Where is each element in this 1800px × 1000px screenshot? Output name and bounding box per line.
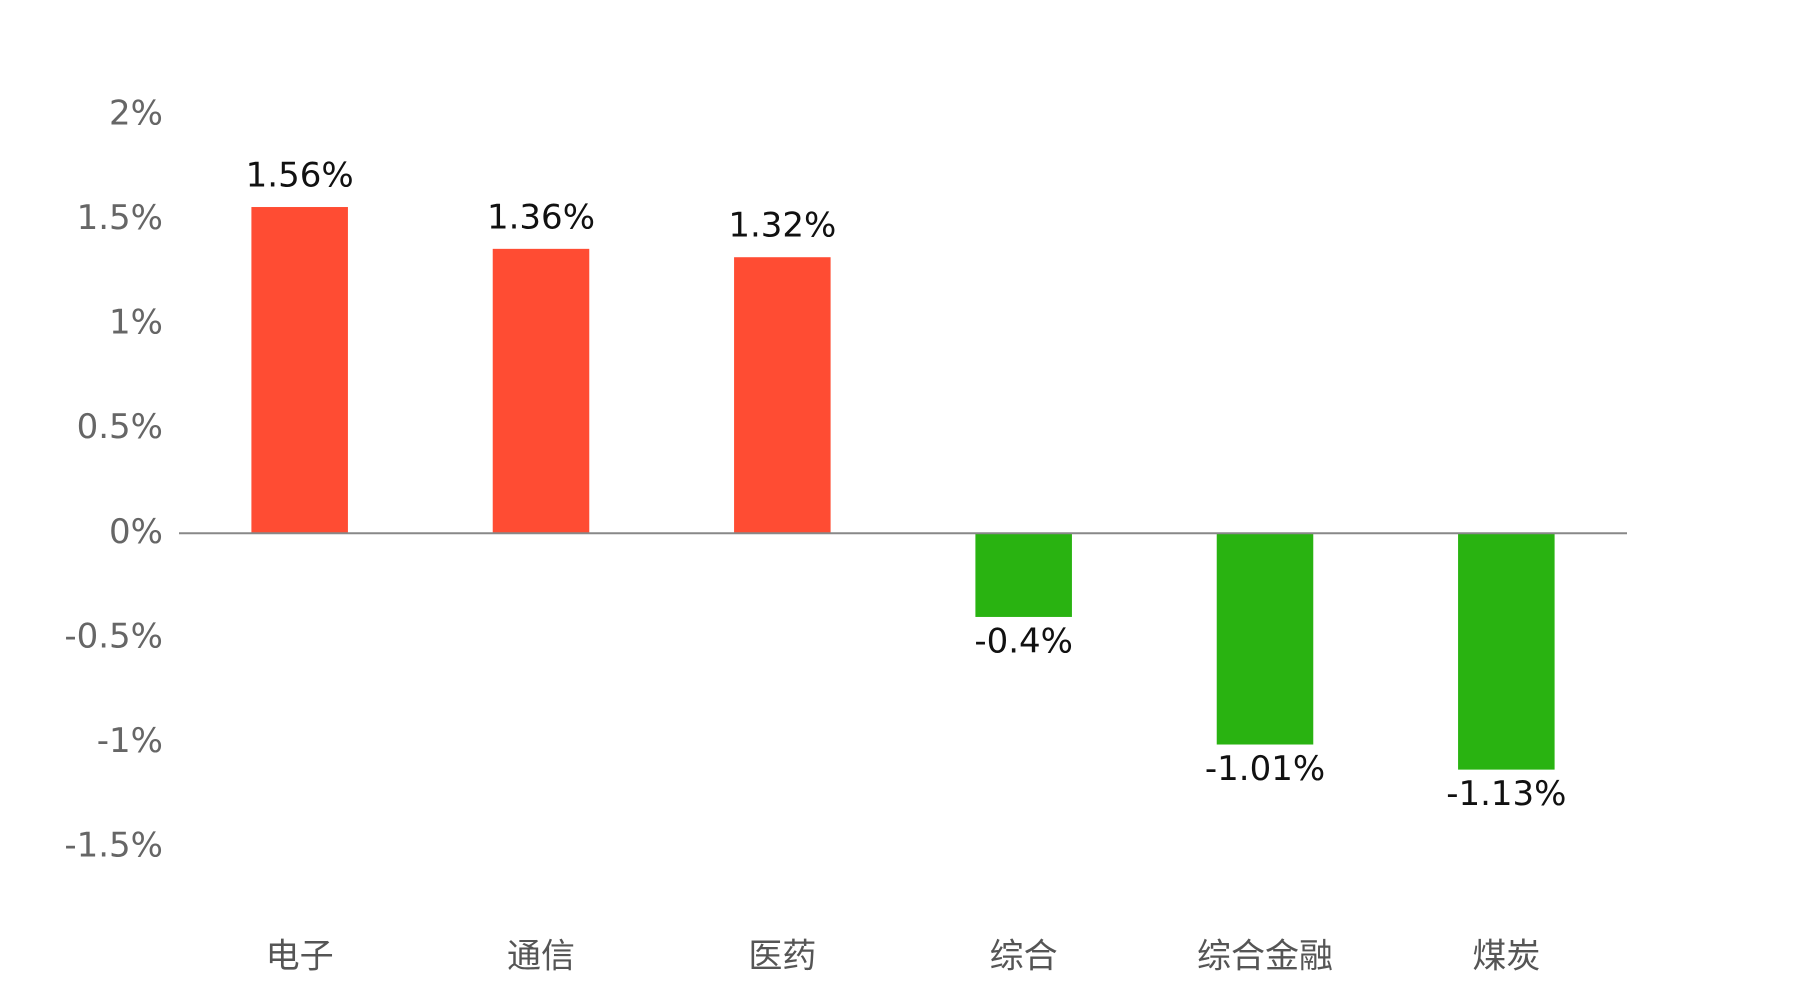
bar — [251, 207, 348, 534]
y-tick-label: 1.5% — [77, 198, 163, 238]
value-label: 1.36% — [487, 197, 595, 237]
value-label: -1.01% — [1205, 749, 1325, 789]
bar — [492, 248, 590, 534]
bar — [975, 533, 1072, 617]
value-label: 1.56% — [246, 156, 354, 196]
bar — [1458, 533, 1555, 770]
x-tick-label: 医药 — [748, 937, 816, 977]
y-tick-label: -1% — [97, 721, 163, 761]
y-tick-label: 0.5% — [77, 407, 163, 447]
value-label: 1.32% — [728, 206, 836, 246]
x-tick-label: 综合 — [990, 937, 1058, 977]
y-tick-label: -0.5% — [64, 616, 163, 656]
x-tick-label: 综合金融 — [1197, 937, 1333, 977]
x-tick-label: 通信 — [507, 937, 575, 977]
x-tick-label: 电子 — [266, 937, 334, 977]
y-tick-label: 0% — [109, 512, 163, 552]
y-tick-label: 2% — [109, 94, 163, 134]
y-tick-label: 1% — [109, 303, 163, 343]
x-tick-label: 煤炭 — [1472, 937, 1540, 977]
value-label: -1.13% — [1446, 774, 1566, 814]
bar — [1216, 533, 1314, 745]
bar — [734, 257, 831, 534]
value-label: -0.4% — [974, 621, 1073, 661]
y-tick-label: -1.5% — [64, 826, 163, 866]
